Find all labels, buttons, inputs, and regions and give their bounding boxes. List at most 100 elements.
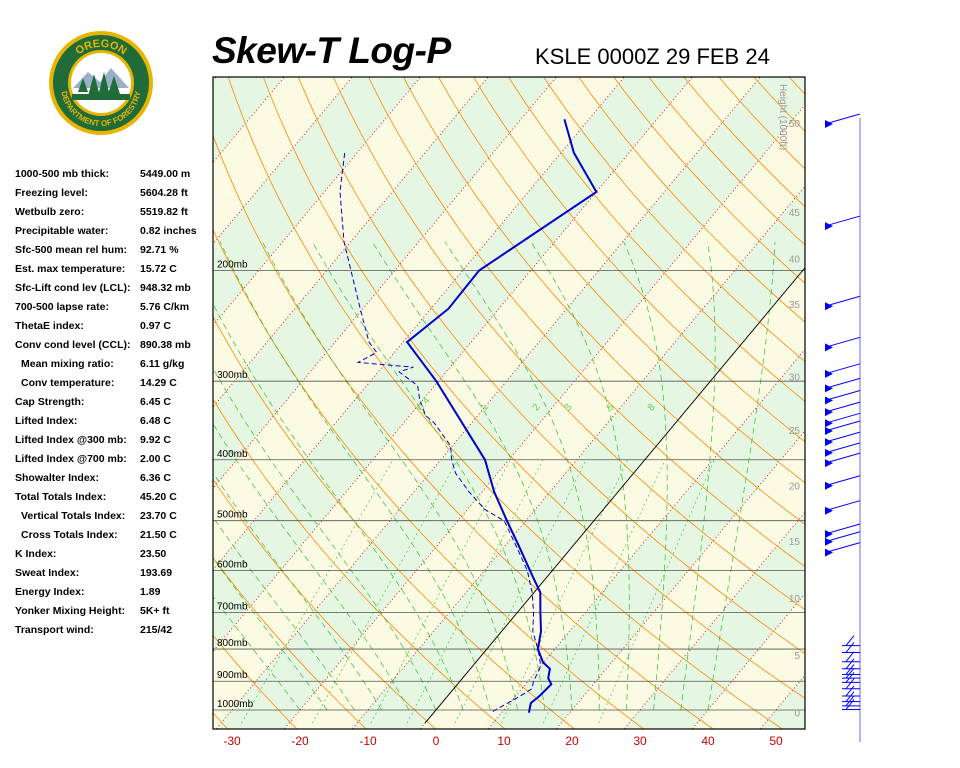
index-value: 193.69 [140,567,173,579]
index-label: Vertical Totals Index: [21,510,126,522]
temperature-band [352,186,805,729]
dry-adiabat-line [213,712,229,729]
pressure-label: 300mb [217,370,248,381]
index-row: Lifted Index @700 mb: 2.00 C [15,453,215,472]
wind-barb [824,295,861,311]
wind-barb-staff [824,363,861,375]
wind-barb [842,685,860,697]
wind-barb-staff [824,401,861,413]
wind-barb-flag [825,459,833,468]
isotherm-line [691,593,805,729]
index-label: Sfc-500 mean rel hum: [15,244,128,256]
index-label: Lifted Index @300 mb: [15,434,127,446]
wind-barb-flag [845,667,855,679]
temperature-band [213,77,761,729]
dry-adiabat-line [578,77,805,323]
index-row: Est. max temperature: 15.72 C [15,263,215,282]
index-row: Wetbulb zero: 5519.82 ft [15,206,215,225]
moist-adiabat-line [530,241,630,711]
mixing-ratio-label: 5 [605,402,617,414]
index-value: 0.82 inches [140,225,197,237]
wind-barb-flag [825,530,833,539]
mixing-ratio-label: 3 [563,402,575,414]
moist-adiabat-line [219,241,491,711]
index-value: 23.50 [140,548,167,560]
height-tick-label: 50 [789,119,801,130]
wind-barb [824,531,861,546]
moist-adiabat-line [707,241,776,711]
dry-adiabat-line [438,77,805,484]
wind-barb-flag [825,343,833,352]
wind-barb-staff [824,500,861,512]
moist-adiabat-line [213,367,437,711]
wind-barb [824,442,861,457]
wind-barb [824,475,861,490]
height-tick-label: 15 [789,537,801,548]
dry-adiabat-line [819,72,960,734]
wind-barb-staff [824,412,861,424]
wind-barb-flag [825,426,833,435]
wind-barb-flag [825,438,833,447]
isotherm-line [892,72,960,734]
index-row: 700-500 lapse rate: 5.76 C/km [15,301,215,320]
moist-adiabat-line [623,241,668,711]
wind-barb [824,523,861,539]
index-value: 45.20 C [140,491,177,503]
index-label: Freezing level: [15,187,88,199]
index-row: Showalter Index: 6.36 C [15,472,215,491]
index-value: 21.50 C [140,529,177,541]
moist-adiabat-line [372,241,573,711]
index-label: K Index: [15,548,57,560]
index-label: Est. max temperature: [15,263,126,275]
index-label: Showalter Index: [15,472,100,484]
dry-adiabat-line [213,315,575,729]
index-value: 948.32 mb [140,282,191,294]
temperature-tick-label: 0 [433,734,440,748]
index-row: Precipitable water: 0.82 inches [15,225,215,244]
wind-barb-staff [824,295,861,307]
wind-barb [842,699,860,710]
mixing-ratio-line [542,459,666,724]
isotherm-line [0,72,152,734]
wind-barb-flag [825,369,833,378]
wind-barb-flag [845,699,855,710]
index-label: ThetaE index: [15,320,84,332]
index-label: Conv temperature: [21,377,115,389]
dry-adiabat-line [0,72,93,734]
moist-adiabat-line [262,241,518,711]
wind-barb-staff [824,542,861,554]
temperature-tick-label: -20 [291,734,309,748]
moist-adiabat-line [444,241,600,710]
mixing-ratio-line [240,459,394,724]
wind-barb [842,672,860,683]
wind-barb-staff [824,420,861,432]
index-label: Total Totals Index: [15,491,107,503]
dry-adiabat-line [613,77,805,284]
height-tick-label: 40 [789,254,801,265]
index-label: Cross Totals Index: [21,529,118,541]
wind-barb-staff [824,531,861,543]
index-row: Freezing level: 5604.28 ft [15,187,215,206]
temperature-tick-label: -30 [223,734,241,748]
index-value: 215/42 [140,624,173,636]
temperature-band [0,72,16,734]
isotherm-line [213,77,489,408]
index-row: Mean mixing ratio: 6.11 g/kg [15,358,215,377]
isotherm-line [555,430,805,729]
index-value: 6.11 g/kg [140,358,185,370]
wind-barb-flag [825,506,833,515]
dry-adiabat-line [332,77,805,611]
mixing-ratio-line [312,459,458,724]
wind-barb-flag [845,664,855,675]
temperature-band [824,72,960,734]
index-value: 6.45 C [140,396,171,408]
moist-adiabat-line [213,557,328,711]
temperature-tick-label: 10 [497,734,511,748]
wind-barb-flag [845,685,855,697]
index-value: 5519.82 ft [140,206,188,218]
wind-barb [842,635,860,647]
index-row: ThetaE index: 0.97 C [15,320,215,339]
dry-adiabat-line [227,77,784,729]
height-axis-label: Height (1000ft) [777,84,788,150]
